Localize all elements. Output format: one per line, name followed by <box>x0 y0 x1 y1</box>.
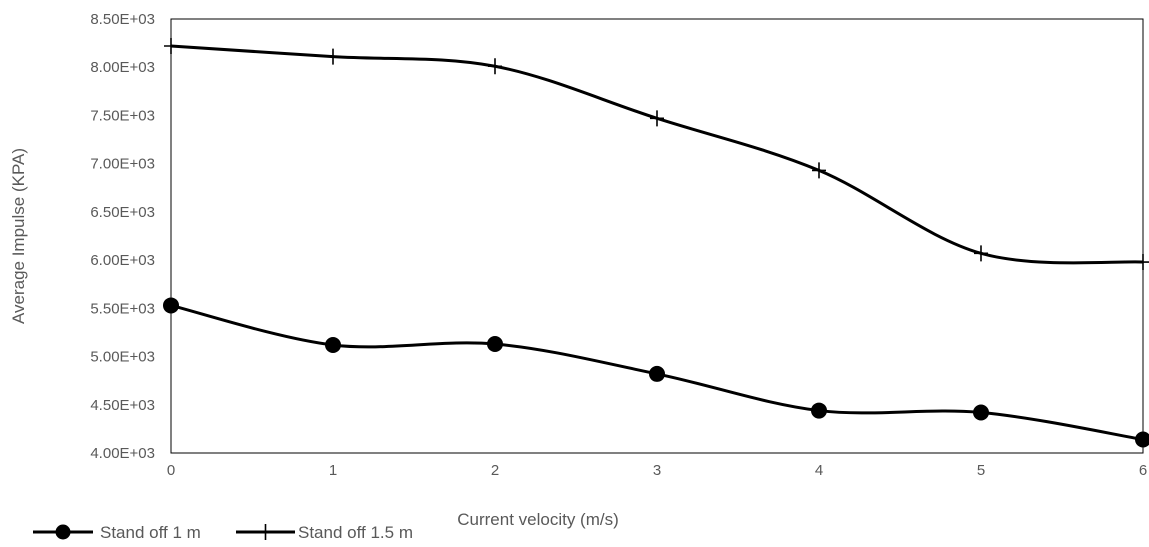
data-point-circle <box>649 365 665 382</box>
y-tick-label: 6.00E+03 <box>90 252 155 269</box>
y-tick-label: 4.00E+03 <box>90 445 155 462</box>
series-layer <box>163 38 1149 448</box>
x-tick-labels: 0 1 2 3 4 5 6 <box>167 462 1147 479</box>
x-tick-label: 5 <box>977 462 985 479</box>
y-tick-label: 8.50E+03 <box>90 11 155 28</box>
x-tick-label: 2 <box>491 462 499 479</box>
data-point-circle <box>325 336 341 353</box>
x-axis-title: Current velocity (m/s) <box>457 510 619 529</box>
x-tick-label: 0 <box>167 462 175 479</box>
data-point-plus <box>812 162 826 179</box>
data-point-circle <box>811 402 827 419</box>
data-point-plus <box>1136 254 1149 271</box>
y-tick-label: 4.50E+03 <box>90 397 155 414</box>
data-point-plus <box>326 48 340 65</box>
y-tick-label: 5.50E+03 <box>90 300 155 317</box>
y-tick-label: 6.50E+03 <box>90 204 155 221</box>
data-point-plus <box>974 245 988 262</box>
y-tick-label: 5.00E+03 <box>90 349 155 366</box>
data-point-plus <box>164 38 178 55</box>
x-tick-label: 1 <box>329 462 337 479</box>
x-tick-label: 4 <box>815 462 823 479</box>
legend-marker-circle <box>55 524 71 540</box>
y-tick-label: 7.00E+03 <box>90 156 155 173</box>
legend-item-stand-off-1-5m: Stand off 1.5 m <box>236 523 413 542</box>
data-point-circle <box>487 336 503 353</box>
y-tick-label: 8.00E+03 <box>90 59 155 76</box>
legend-marker-plus <box>259 524 272 540</box>
data-point-plus <box>650 110 664 127</box>
data-point-plus <box>488 58 502 75</box>
y-axis-title: Average Impulse (KPA) <box>9 148 28 324</box>
data-point-circle <box>163 297 179 314</box>
x-tick-label: 3 <box>653 462 661 479</box>
plot-area-frame <box>170 18 1144 454</box>
legend-item-stand-off-1m: Stand off 1 m <box>33 523 201 542</box>
y-tick-labels: 4.00E+03 4.50E+03 5.00E+03 5.50E+03 6.00E+03… <box>90 11 155 462</box>
series-line-stand-off-1-5m <box>170 44 1144 265</box>
x-tick-label: 6 <box>1139 462 1147 479</box>
data-point-circle <box>1135 431 1149 448</box>
legend-label-stand-off-1m: Stand off 1 m <box>100 523 201 542</box>
data-point-circle <box>973 404 989 421</box>
y-tick-label: 7.50E+03 <box>90 107 155 124</box>
legend-label-stand-off-1-5m: Stand off 1.5 m <box>298 523 413 542</box>
legend: Stand off 1 m Stand off 1.5 m <box>33 523 413 542</box>
